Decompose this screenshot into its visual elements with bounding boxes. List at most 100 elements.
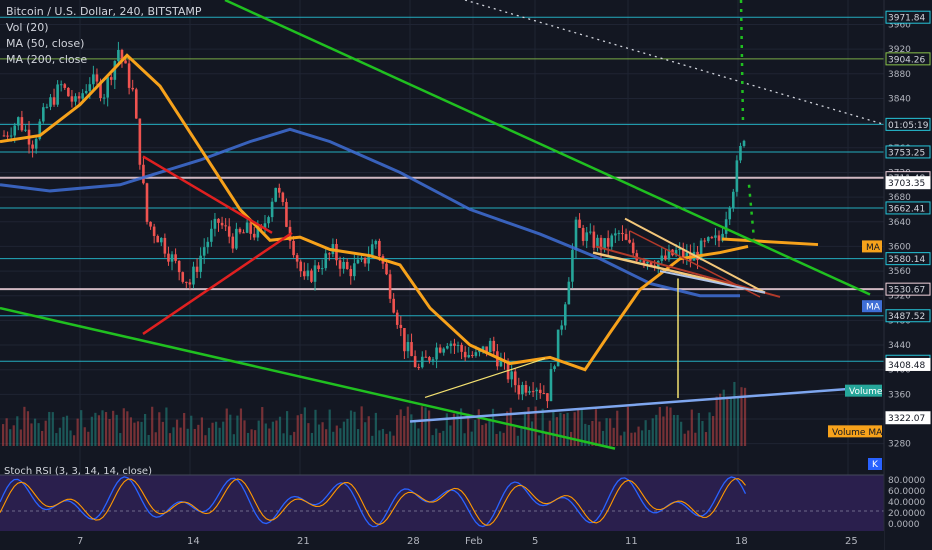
volume-bar <box>339 428 342 446</box>
volume-bar <box>502 432 505 446</box>
ma50-line <box>0 53 749 372</box>
candle-body <box>152 226 156 236</box>
volume-bar <box>23 406 26 446</box>
candle-body <box>145 183 149 222</box>
candle-body <box>245 222 249 233</box>
volume-bar <box>623 431 626 446</box>
candle-body <box>235 228 238 249</box>
volume-bar <box>48 411 51 446</box>
candle-body <box>70 96 74 102</box>
price-label-text: 3662.41 <box>888 204 925 214</box>
volume-bar <box>449 425 452 446</box>
volume-bar <box>467 413 470 446</box>
candle-body <box>624 234 628 240</box>
candle-body <box>724 219 728 234</box>
price-label-text: 3753.25 <box>888 148 925 158</box>
candle-body <box>238 228 242 233</box>
candle-body <box>510 371 513 380</box>
volume-bar <box>325 429 328 446</box>
candle-body <box>310 270 313 282</box>
candle-body <box>513 371 517 386</box>
candle-body <box>170 254 174 262</box>
candle-body <box>252 233 256 238</box>
candle-body <box>606 238 610 247</box>
volume-bar <box>239 408 243 446</box>
candle-body <box>399 324 403 329</box>
volume-bar <box>435 428 438 446</box>
candle-body <box>546 393 549 402</box>
price-label-tag <box>885 52 931 66</box>
volume-bar <box>278 416 282 446</box>
candle-body <box>281 192 285 203</box>
candle-body <box>535 389 538 392</box>
candle-body <box>127 63 131 88</box>
price-axis-tick: 3560 <box>888 267 911 277</box>
volume-bar <box>310 432 314 446</box>
volume-bar <box>559 412 562 446</box>
candle-body <box>413 356 417 368</box>
candle-body <box>88 84 92 92</box>
candle-body <box>374 240 378 245</box>
volume-bar <box>655 414 658 446</box>
volume-bar <box>19 429 22 446</box>
volume-bar <box>736 396 740 446</box>
price-label-text: 3487.52 <box>888 312 925 322</box>
volume-bar <box>580 407 583 446</box>
candle-body <box>256 225 260 238</box>
candle-body <box>292 240 295 256</box>
candle-body <box>367 255 370 264</box>
volume-bar <box>665 406 669 446</box>
volume-bar <box>669 407 672 446</box>
stoch-k-line <box>0 476 747 528</box>
candle-body <box>435 347 438 360</box>
price-label-text: 3408.48 <box>888 361 925 371</box>
candle-body <box>102 97 106 99</box>
rsi-axis-tick: 0.0000 <box>888 520 920 530</box>
candle-body <box>571 249 574 282</box>
volume-bar <box>129 417 132 446</box>
volume-bar <box>633 432 637 446</box>
wedge-line-3 <box>624 217 766 294</box>
volume-bar <box>80 410 83 446</box>
volume-bar <box>701 421 704 446</box>
volume-bar <box>374 412 377 446</box>
volume-bar <box>33 418 37 446</box>
candle-body <box>735 160 739 192</box>
volume-bar <box>300 413 303 446</box>
volume-bar <box>530 421 534 446</box>
candle-body <box>685 252 689 259</box>
volume-bar <box>282 433 285 446</box>
ma200-tag <box>862 300 882 313</box>
candle-body <box>460 344 463 352</box>
candle-body <box>660 255 664 261</box>
candle-body <box>299 261 303 272</box>
k-tag <box>868 458 882 470</box>
price-label-tag <box>885 145 931 159</box>
volume-bar <box>342 421 345 446</box>
volume-bar <box>211 422 214 446</box>
volume-bar <box>357 429 360 446</box>
volume-bar <box>577 408 580 446</box>
candle-body <box>295 255 299 262</box>
candle-body <box>49 97 52 107</box>
candle-body <box>181 272 185 282</box>
candle-body <box>467 355 471 358</box>
volume-bar <box>360 406 363 446</box>
volume-bar <box>73 435 76 446</box>
price-label-text: 3703.35 <box>888 179 925 189</box>
candle-body <box>471 355 474 357</box>
volume-tag <box>845 384 882 397</box>
candle-body <box>38 121 42 139</box>
k-tag-text: K <box>872 460 879 470</box>
volume-bar <box>261 407 264 446</box>
candle-body <box>270 201 274 218</box>
candle-body <box>113 61 117 80</box>
price-axis-tick: 3840 <box>888 94 911 104</box>
candle-body <box>313 265 317 282</box>
volume-bar <box>594 409 598 446</box>
candle-body <box>249 222 252 234</box>
volume-bar <box>286 411 289 446</box>
candle-body <box>210 228 213 242</box>
volume-bar <box>37 423 40 446</box>
